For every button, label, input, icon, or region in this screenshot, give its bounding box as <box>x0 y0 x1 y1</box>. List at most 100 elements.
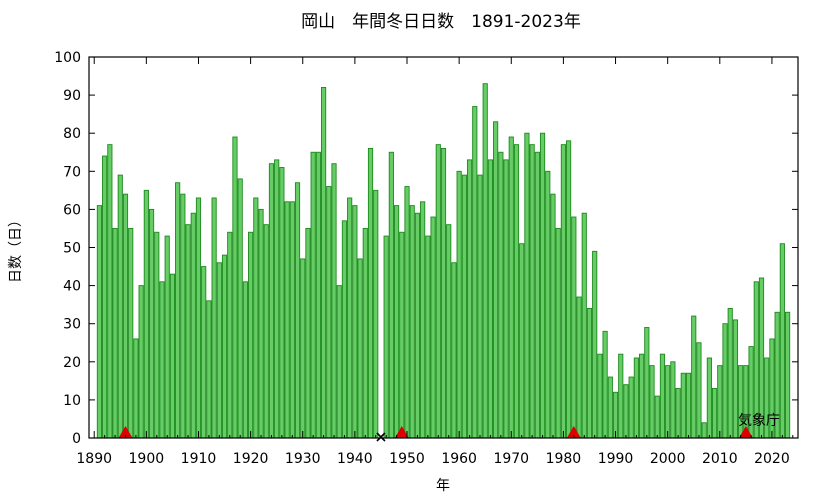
bar-2007 <box>701 422 707 439</box>
bar-2009 <box>712 388 718 439</box>
bar-1953 <box>420 201 426 439</box>
bar-1983 <box>576 296 582 439</box>
bar-2006 <box>696 342 702 439</box>
y-tick-label: 10 <box>63 393 81 409</box>
bar-1970 <box>508 136 514 439</box>
bar-1904 <box>164 235 170 439</box>
bar-1903 <box>159 281 165 439</box>
bar-1893 <box>107 144 113 439</box>
bar-1961 <box>461 174 467 439</box>
bar-1964 <box>477 174 483 439</box>
x-ticks: 1890 1900 1910 1920 1930 1940 1950 1960 1970 1980… <box>76 57 794 467</box>
bar-1907 <box>180 193 186 439</box>
bar-1960 <box>456 170 462 439</box>
bar-2013 <box>732 319 739 439</box>
bar-1933 <box>315 151 321 439</box>
bar-1948 <box>393 205 400 439</box>
y-tick-label: 60 <box>63 202 81 218</box>
relocation-marker-1982 <box>566 426 581 438</box>
bar-2008 <box>706 357 712 439</box>
bar-1987 <box>597 353 603 439</box>
markers-group <box>118 426 753 442</box>
bar-1930 <box>300 258 306 439</box>
bar-1947 <box>388 151 394 439</box>
bar-1902 <box>154 231 160 439</box>
relocation-marker-2015 <box>738 426 753 438</box>
bar-2010 <box>717 365 723 439</box>
bar-2000 <box>665 365 671 439</box>
x-tick-label: 1940 <box>337 451 373 467</box>
bar-1899 <box>138 285 144 439</box>
bar-1913 <box>211 197 217 439</box>
bar-1922 <box>258 208 264 439</box>
bar-1915 <box>221 254 228 439</box>
x-tick-label: 1960 <box>441 451 477 467</box>
bar-1958 <box>446 224 452 439</box>
bar-1972 <box>519 243 525 439</box>
bar-1959 <box>451 262 457 439</box>
bar-1916 <box>227 231 233 439</box>
bar-2005 <box>691 315 697 439</box>
bar-1939 <box>347 197 353 439</box>
bars-group <box>96 83 791 439</box>
bar-1978 <box>550 193 556 439</box>
relocation-marker-1896 <box>118 426 133 438</box>
bar-1932 <box>310 151 316 439</box>
bar-1954 <box>425 235 431 439</box>
bar-1951 <box>409 205 415 439</box>
bar-1976 <box>539 132 546 439</box>
bar-1910 <box>195 197 202 439</box>
bar-1897 <box>128 227 134 439</box>
bar-1936 <box>331 163 337 439</box>
bar-1980 <box>560 144 566 439</box>
bar-1943 <box>367 147 374 439</box>
bar-1908 <box>185 224 191 439</box>
chart-title: 岡山 年間冬日日数 1891-2023年 <box>301 12 581 32</box>
bar-2003 <box>680 372 686 439</box>
bar-1994 <box>633 357 639 439</box>
bar-1891 <box>96 205 103 439</box>
y-axis-label: 日数（日） <box>8 213 24 283</box>
bar-1982 <box>571 216 577 439</box>
bar-1894 <box>112 227 118 439</box>
x-tick-label: 1950 <box>389 451 425 467</box>
bar-1901 <box>148 208 155 439</box>
bar-1912 <box>206 300 212 439</box>
bar-1996 <box>644 327 650 439</box>
y-ticks: 0 10 20 30 40 50 60 70 80 90 100 <box>54 50 798 447</box>
bar-1925 <box>274 159 280 439</box>
source-credit: 気象庁 <box>738 413 780 429</box>
bar-1984 <box>581 212 587 439</box>
bar-1971 <box>513 144 520 439</box>
bar-1991 <box>618 353 624 439</box>
bar-1929 <box>294 182 301 439</box>
bar-1962 <box>466 159 473 439</box>
bar-1969 <box>503 159 509 439</box>
bar-1921 <box>253 197 259 439</box>
bar-1942 <box>362 227 368 439</box>
missing-marker-1945 <box>376 432 386 442</box>
bar-1928 <box>289 201 295 439</box>
bar-1895 <box>117 174 123 439</box>
bar-1905 <box>169 273 175 439</box>
bar-1924 <box>268 163 275 439</box>
y-tick-label: 40 <box>63 279 81 295</box>
bar-1975 <box>534 151 540 439</box>
relocation-marker-1949 <box>394 426 409 438</box>
bar-1909 <box>190 212 196 439</box>
bar-1918 <box>237 178 243 439</box>
bar-2011 <box>722 323 728 439</box>
bar-2001 <box>670 361 676 439</box>
bar-1946 <box>383 235 389 439</box>
bar-1986 <box>592 250 598 439</box>
bar-1914 <box>216 262 222 439</box>
y-tick-label: 80 <box>63 126 81 142</box>
bar-2004 <box>685 372 692 439</box>
bar-2012 <box>727 308 733 439</box>
bar-1999 <box>659 353 666 439</box>
x-tick-label: 1990 <box>598 451 634 467</box>
y-tick-label: 90 <box>63 88 81 104</box>
bar-1995 <box>639 353 645 439</box>
bar-1968 <box>498 151 504 439</box>
